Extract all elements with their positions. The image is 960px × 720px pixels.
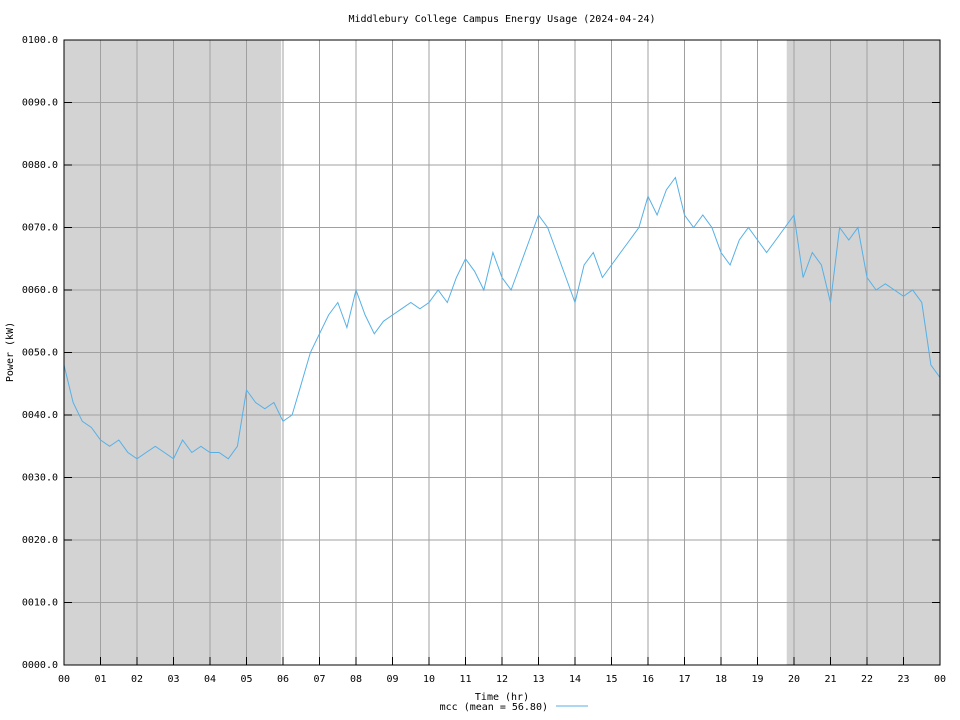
x-tick-label: 08 bbox=[350, 674, 362, 685]
y-tick-label: 0090.0 bbox=[22, 98, 58, 109]
x-tick-label: 12 bbox=[496, 674, 508, 685]
x-tick-label: 22 bbox=[861, 674, 873, 685]
y-tick-label: 0060.0 bbox=[22, 285, 58, 296]
x-tick-label: 10 bbox=[423, 674, 435, 685]
chart-title: Middlebury College Campus Energy Usage (… bbox=[348, 14, 655, 25]
y-tick-label: 0070.0 bbox=[22, 223, 58, 234]
x-tick-label: 03 bbox=[167, 674, 179, 685]
y-axis-label: Power (kW) bbox=[5, 322, 16, 382]
x-tick-label: 05 bbox=[240, 674, 252, 685]
x-tick-label: 06 bbox=[277, 674, 289, 685]
x-tick-label: 00 bbox=[934, 674, 946, 685]
x-tick-label: 19 bbox=[751, 674, 763, 685]
y-tick-label: 0020.0 bbox=[22, 535, 58, 546]
x-tick-label: 21 bbox=[824, 674, 836, 685]
y-tick-label: 0040.0 bbox=[22, 410, 58, 421]
x-tick-label: 07 bbox=[313, 674, 325, 685]
x-tick-label: 18 bbox=[715, 674, 727, 685]
legend-label: mcc (mean = 56.80) bbox=[440, 702, 548, 713]
y-tick-label: 0100.0 bbox=[22, 35, 58, 46]
y-tick-label: 0000.0 bbox=[22, 660, 58, 671]
y-tick-label: 0050.0 bbox=[22, 348, 58, 359]
y-tick-label: 0080.0 bbox=[22, 160, 58, 171]
x-tick-label: 09 bbox=[386, 674, 398, 685]
x-tick-label: 15 bbox=[605, 674, 617, 685]
y-tick-label: 0030.0 bbox=[22, 473, 58, 484]
x-tick-label: 11 bbox=[459, 674, 471, 685]
x-tick-label: 14 bbox=[569, 674, 581, 685]
plot-border bbox=[63, 39, 941, 666]
x-tick-label: 23 bbox=[897, 674, 909, 685]
x-tick-label: 16 bbox=[642, 674, 654, 685]
x-tick-label: 17 bbox=[678, 674, 690, 685]
x-tick-label: 20 bbox=[788, 674, 800, 685]
x-tick-label: 02 bbox=[131, 674, 143, 685]
x-tick-label: 00 bbox=[58, 674, 70, 685]
x-tick-label: 13 bbox=[532, 674, 544, 685]
x-tick-label: 01 bbox=[94, 674, 106, 685]
data-line bbox=[63, 176, 941, 460]
x-axis-label: Time (hr) bbox=[475, 692, 529, 703]
y-tick-label: 0010.0 bbox=[22, 598, 58, 609]
x-tick-label: 04 bbox=[204, 674, 216, 685]
